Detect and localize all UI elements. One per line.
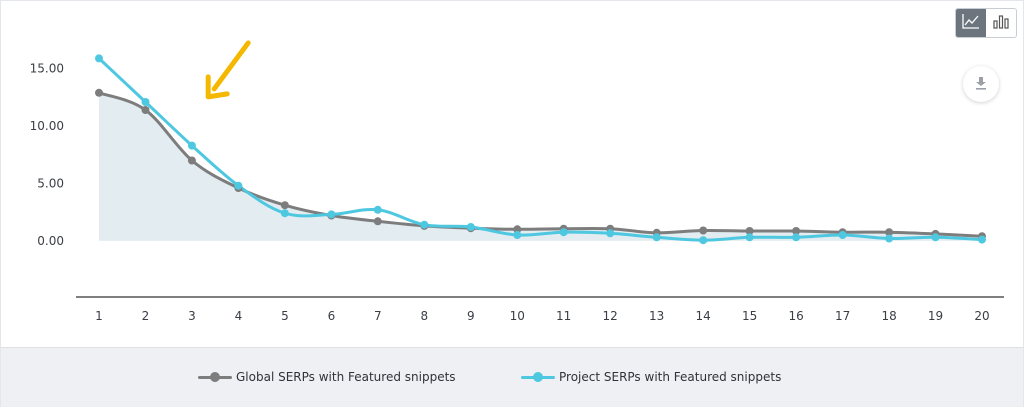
legend-swatch-project: [521, 370, 555, 384]
x-tick-label: 12: [603, 309, 618, 323]
x-tick-label: 4: [235, 309, 243, 323]
data-point-project-1[interactable]: [95, 54, 103, 63]
data-point-project-13[interactable]: [652, 233, 661, 242]
data-point-global-14[interactable]: [699, 226, 708, 235]
data-point-global-15[interactable]: [745, 227, 754, 235]
data-point-project-20[interactable]: [978, 235, 986, 244]
x-tick-label: 16: [788, 309, 803, 323]
x-tick-label: 8: [420, 309, 428, 323]
x-tick-label: 17: [835, 309, 850, 323]
y-tick-label: 5.00: [37, 176, 64, 190]
bar-chart-icon: [992, 13, 1010, 33]
data-point-global-1[interactable]: [95, 88, 103, 97]
area-fill-global: [99, 92, 982, 241]
highlight-arrow: [205, 40, 251, 100]
bar-view-button[interactable]: [986, 9, 1016, 37]
data-point-global-2[interactable]: [141, 106, 150, 114]
data-point-global-5[interactable]: [280, 201, 289, 210]
data-point-project-4[interactable]: [234, 181, 243, 190]
data-point-global-16[interactable]: [792, 227, 801, 235]
x-tick-label: 7: [374, 309, 382, 323]
x-tick-label: 19: [928, 309, 943, 323]
chart-legend: Global SERPs with Featured snippets Proj…: [0, 362, 1024, 396]
area-fill-layer: [99, 92, 982, 241]
data-point-project-15[interactable]: [745, 233, 754, 242]
data-point-global-3[interactable]: [187, 156, 196, 165]
x-tick-label: 13: [649, 309, 664, 323]
data-point-project-9[interactable]: [466, 223, 475, 231]
legend-label-project: Project SERPs with Featured snippets: [559, 370, 782, 384]
data-point-global-7[interactable]: [373, 217, 382, 226]
legend-item-global[interactable]: Global SERPs with Featured snippets: [198, 370, 456, 384]
data-point-project-5[interactable]: [280, 209, 289, 218]
data-point-global-10[interactable]: [513, 225, 522, 234]
data-point-project-3[interactable]: [187, 141, 196, 150]
y-tick-label: 15.00: [30, 62, 64, 76]
download-button[interactable]: [963, 66, 999, 102]
download-icon: [974, 75, 988, 94]
legend-area: [1, 347, 1023, 407]
x-tick-label: 20: [974, 309, 989, 323]
data-point-project-11[interactable]: [559, 228, 568, 237]
line-chart-icon: [962, 13, 980, 33]
x-tick-labels: 1 2 3 4 5 6 7 8 9 10 11 12 13 14 15 16 17 18 19 20: [95, 309, 989, 323]
legend-swatch-global: [198, 370, 232, 384]
data-point-project-17[interactable]: [838, 231, 847, 239]
data-point-project-18[interactable]: [885, 234, 894, 243]
arrow-head: [205, 74, 230, 100]
x-tick-label: 9: [467, 309, 475, 323]
x-tick-label: 3: [188, 309, 196, 323]
data-point-project-2[interactable]: [141, 98, 150, 106]
y-tick-label: 10.00: [30, 119, 64, 133]
x-tick-label: 1: [95, 309, 103, 323]
data-point-project-14[interactable]: [699, 236, 708, 245]
data-point-project-10[interactable]: [513, 231, 522, 239]
x-tick-label: 2: [142, 309, 150, 323]
data-point-project-16[interactable]: [792, 233, 801, 242]
data-point-project-19[interactable]: [931, 233, 940, 242]
arrow-shaft: [211, 40, 251, 92]
line-view-button[interactable]: [956, 9, 986, 37]
data-point-project-12[interactable]: [606, 229, 615, 238]
legend-item-project[interactable]: Project SERPs with Featured snippets: [521, 370, 781, 384]
x-tick-label: 5: [281, 309, 289, 323]
x-tick-label: 11: [556, 309, 571, 323]
y-tick-labels: 0.00 5.00 10.00 15.00: [30, 62, 64, 248]
data-points-layer: [95, 54, 986, 245]
data-point-project-8[interactable]: [420, 220, 429, 229]
x-tick-label: 10: [510, 309, 525, 323]
x-tick-label: 15: [742, 309, 757, 323]
legend-label-global: Global SERPs with Featured snippets: [236, 370, 456, 384]
y-tick-label: 0.00: [37, 234, 64, 248]
data-point-project-6[interactable]: [327, 210, 336, 219]
chart-type-toggle[interactable]: [955, 8, 1017, 38]
x-tick-label: 14: [696, 309, 711, 323]
data-point-global-18[interactable]: [885, 228, 894, 237]
x-tick-label: 18: [881, 309, 896, 323]
data-point-project-7[interactable]: [373, 205, 382, 214]
x-tick-label: 6: [328, 309, 336, 323]
